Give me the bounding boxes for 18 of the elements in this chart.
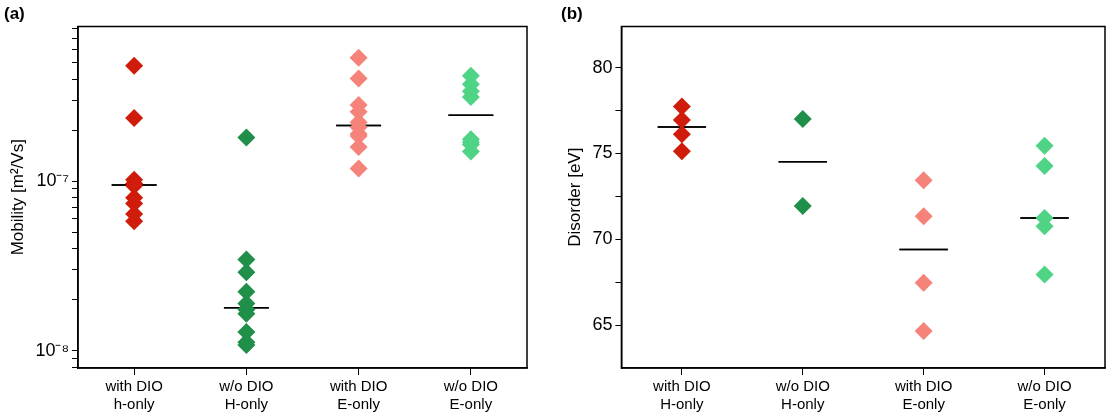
y-tick-label: 10⁻⁷: [36, 170, 70, 191]
x-tick-label: w/o DIO E-only: [442, 377, 498, 413]
x-tick-label: with DIO E-only: [893, 377, 953, 413]
y-tick-label: 75: [592, 142, 613, 163]
x-tick-label: w/o DIO E-only: [1016, 377, 1072, 413]
x-tick-label: w/o DIO H-only: [774, 377, 830, 413]
y-tick-label: 80: [592, 56, 613, 77]
y-tick-label: 65: [592, 314, 613, 335]
x-tick-label: w/o DIO H-only: [218, 377, 274, 413]
chart-title: (b): [561, 3, 583, 23]
chart-title: (a): [4, 3, 25, 23]
x-tick-label: with DIO h-only: [104, 377, 163, 413]
y-axis-title: Disorder [eV]: [564, 147, 584, 247]
y-axis-title: Mobility [m²/Vs]: [7, 139, 27, 256]
y-tick-label: 10⁻⁸: [35, 339, 70, 360]
x-tick-label: with DIO E-only: [328, 377, 388, 413]
y-tick-label: 70: [592, 228, 613, 249]
x-tick-label: with DIO H-only: [652, 377, 711, 413]
